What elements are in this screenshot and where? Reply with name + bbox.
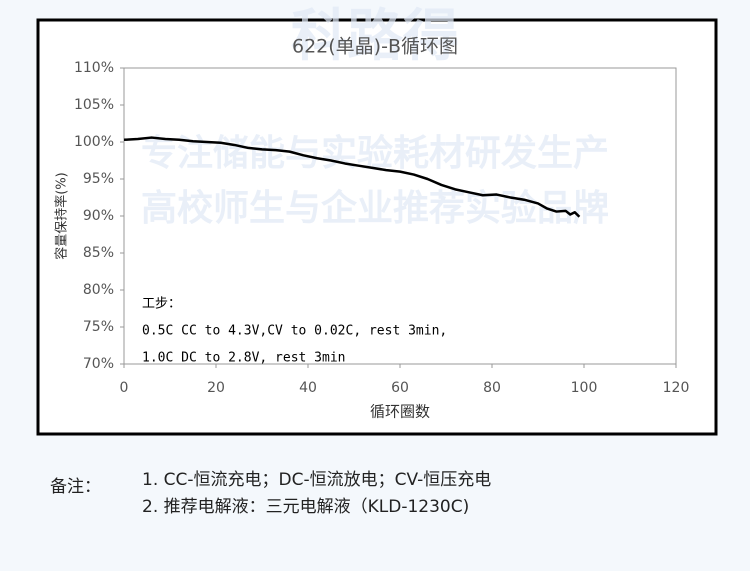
x-tick-label: 120 xyxy=(663,380,690,396)
y-tick-label: 75% xyxy=(83,319,114,335)
annotation: 0.5C CC to 4.3V,CV to 0.02C, rest 3min, xyxy=(142,324,447,339)
data-line xyxy=(123,136,581,218)
y-tick-label: 80% xyxy=(83,282,114,298)
watermark: 高校师生与企业推荐实验品牌 xyxy=(141,187,609,229)
chart-title: 622(单晶)-B循环图 xyxy=(292,36,458,58)
notes-label: 备注： xyxy=(50,477,101,497)
x-axis-label: 循环圈数 xyxy=(370,403,430,421)
watermark: 科路得 xyxy=(291,4,459,69)
x-tick-label: 40 xyxy=(299,380,317,396)
y-tick-label: 95% xyxy=(83,171,114,187)
chart-frame xyxy=(36,18,718,436)
y-tick-label: 85% xyxy=(83,245,114,261)
x-tick-label: 60 xyxy=(391,380,409,396)
annotation: 工步： xyxy=(142,297,181,312)
y-axis-label: 容量保持率(%) xyxy=(54,172,70,260)
y-tick-label: 110% xyxy=(74,60,114,76)
annotation: 1.0C DC to 2.8V, rest 3min xyxy=(142,351,346,366)
note-item: 2. 推荐电解液：三元电解液（KLD-1230C) xyxy=(142,497,469,517)
y-tick-label: 105% xyxy=(74,97,114,113)
note-item: 1. CC-恒流充电；DC-恒流放电；CV-恒压充电 xyxy=(142,470,491,490)
x-tick-label: 20 xyxy=(207,380,225,396)
x-tick-label: 80 xyxy=(483,380,501,396)
y-tick-label: 90% xyxy=(83,208,114,224)
y-tick-label: 100% xyxy=(74,134,114,150)
y-tick-label: 70% xyxy=(83,356,114,372)
x-tick-label: 0 xyxy=(120,380,129,396)
x-tick-label: 100 xyxy=(571,380,598,396)
